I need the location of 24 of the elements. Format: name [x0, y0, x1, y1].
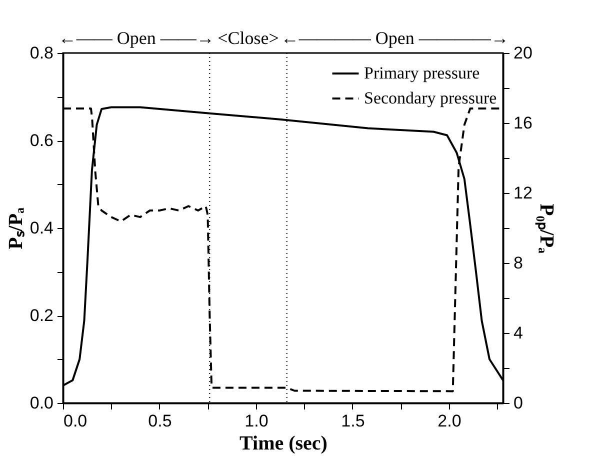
- y-tick-label: 0.8: [30, 44, 54, 62]
- x-tick-label: 0.0: [64, 412, 88, 430]
- y2-tick-label: 4: [514, 324, 523, 342]
- legend-label: Primary pressure: [364, 64, 480, 82]
- y2-tick-label: 20: [514, 44, 532, 62]
- x-tick-label: 1.5: [341, 412, 365, 430]
- y-tick-label: 0.0: [30, 394, 54, 412]
- x-axis-title: Time (sec): [240, 432, 328, 454]
- y-axis-title: Pₛ/Pₐ: [4, 207, 27, 250]
- y2-tick-label: 16: [514, 114, 532, 132]
- y2-axis-title: P₀ₚ/Pₐ: [534, 204, 558, 254]
- text: ←———— Open ————→: [280, 28, 509, 48]
- text: ←—— Open ——→: [58, 28, 214, 48]
- y-tick-label: 0.4: [30, 218, 54, 238]
- x-tick-label: 2.0: [438, 412, 462, 430]
- y-tick-label: 0.2: [30, 306, 54, 325]
- y2-tick-label: 0: [514, 394, 523, 412]
- y2-tick-label: 12: [514, 184, 532, 202]
- legend-label: Secondary pressure: [364, 88, 497, 108]
- x-tick-label: 0.5: [148, 412, 172, 430]
- y-tick-label: 0.6: [30, 131, 54, 150]
- x-tick-label: 1.0: [244, 412, 268, 430]
- y2-tick-label: 8: [514, 254, 523, 272]
- text: <Close>: [218, 28, 279, 48]
